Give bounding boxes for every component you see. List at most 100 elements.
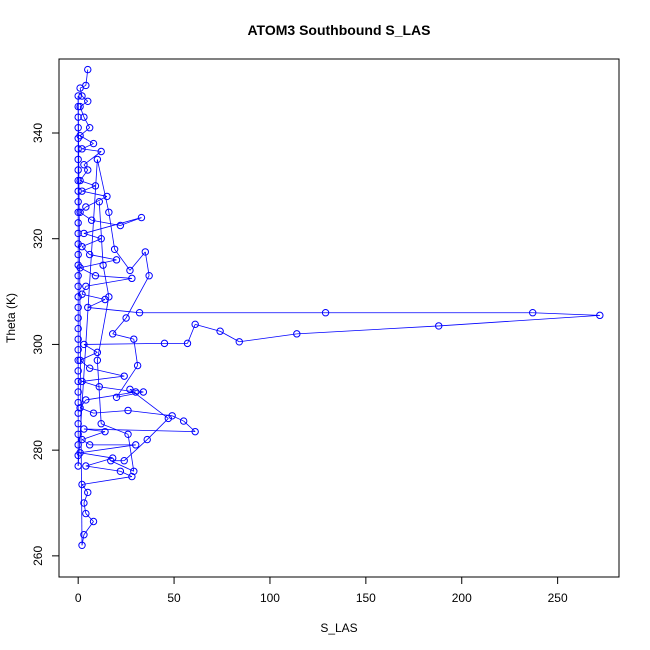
data-point	[137, 213, 146, 222]
data-point	[93, 155, 102, 164]
series-segment	[99, 386, 136, 393]
data-point	[74, 420, 82, 428]
data-point	[191, 427, 199, 436]
data-point	[183, 339, 192, 348]
data-point	[74, 240, 82, 248]
y-axis-label: Theta (K)	[4, 293, 18, 343]
series-segment	[81, 143, 94, 150]
series-segment	[239, 333, 297, 343]
data-point	[120, 372, 128, 380]
data-point	[78, 290, 86, 298]
x-tick-label: 150	[356, 591, 376, 605]
data-point	[84, 166, 92, 174]
data-point	[105, 293, 113, 301]
series-segment	[83, 502, 87, 514]
series-segment	[96, 296, 110, 361]
data-point	[74, 229, 82, 238]
data-point	[78, 92, 86, 100]
series-segment	[81, 286, 87, 295]
data-point	[74, 166, 82, 174]
data-point	[74, 430, 82, 438]
series-segment	[85, 391, 136, 401]
x-tick-label: 200	[452, 591, 472, 605]
data-point	[84, 97, 92, 105]
series-segment	[93, 410, 129, 414]
data-point	[76, 84, 84, 92]
data-point	[160, 339, 169, 348]
data-point	[116, 221, 125, 230]
series-segment	[127, 410, 173, 417]
series-segment	[171, 415, 184, 422]
series-segment	[80, 452, 113, 459]
series-segment	[81, 190, 108, 197]
x-tick-label: 50	[167, 591, 181, 605]
y-tick-label: 320	[31, 228, 45, 248]
data-point	[124, 406, 132, 415]
data-point	[80, 161, 88, 169]
data-point	[80, 531, 88, 539]
data-point	[78, 541, 86, 549]
data-point	[74, 356, 82, 364]
data-point	[74, 367, 82, 375]
series-segment	[87, 307, 140, 314]
series-segment	[80, 444, 136, 454]
data-point	[132, 441, 140, 449]
series-segment	[108, 212, 116, 250]
data-point	[74, 335, 82, 343]
data-point	[74, 388, 82, 396]
data-point	[76, 176, 84, 185]
data-point	[124, 430, 132, 438]
data-point	[89, 409, 98, 417]
series-segment	[81, 95, 89, 102]
data-point	[82, 203, 90, 211]
data-point	[74, 124, 82, 132]
data-point	[85, 250, 94, 259]
data-point	[435, 322, 443, 330]
series-segment	[133, 339, 139, 366]
data-point	[101, 427, 109, 436]
data-point	[103, 192, 111, 201]
data-point	[74, 451, 82, 460]
data-point	[108, 330, 117, 338]
data-point	[293, 330, 301, 338]
data-point	[141, 248, 150, 256]
series-segment	[129, 251, 146, 271]
data-point	[74, 145, 82, 153]
data-point	[110, 245, 119, 253]
data-point	[139, 388, 148, 396]
data-point	[95, 383, 103, 391]
series-segment	[127, 434, 135, 472]
data-point	[596, 311, 604, 320]
data-point	[82, 396, 90, 404]
series-segment	[85, 277, 132, 287]
series-segment	[438, 314, 600, 327]
series-segment	[96, 360, 102, 424]
data-point	[528, 309, 537, 317]
data-point	[74, 250, 82, 259]
x-tick-label: 250	[548, 591, 568, 605]
data-point	[74, 102, 82, 111]
series-segment	[81, 246, 90, 255]
data-point	[116, 467, 125, 475]
data-point	[74, 377, 82, 386]
series-segment	[85, 513, 94, 522]
series-segment	[81, 293, 106, 300]
series-segment	[83, 492, 89, 504]
data-point	[101, 295, 109, 304]
data-point	[74, 441, 82, 449]
series-segment	[81, 185, 96, 192]
data-point	[126, 266, 134, 275]
data-point	[95, 198, 103, 206]
data-point	[321, 309, 330, 317]
series-segment	[532, 312, 600, 316]
data-point	[179, 417, 188, 425]
series-segment	[81, 431, 106, 440]
x-axis-label: S_LAS	[320, 621, 357, 635]
data-point	[82, 462, 90, 470]
data-point	[76, 102, 84, 111]
plot-frame	[58, 58, 620, 578]
data-point	[120, 457, 128, 465]
data-point	[80, 340, 88, 349]
data-point	[78, 145, 86, 153]
data-point	[74, 219, 82, 227]
